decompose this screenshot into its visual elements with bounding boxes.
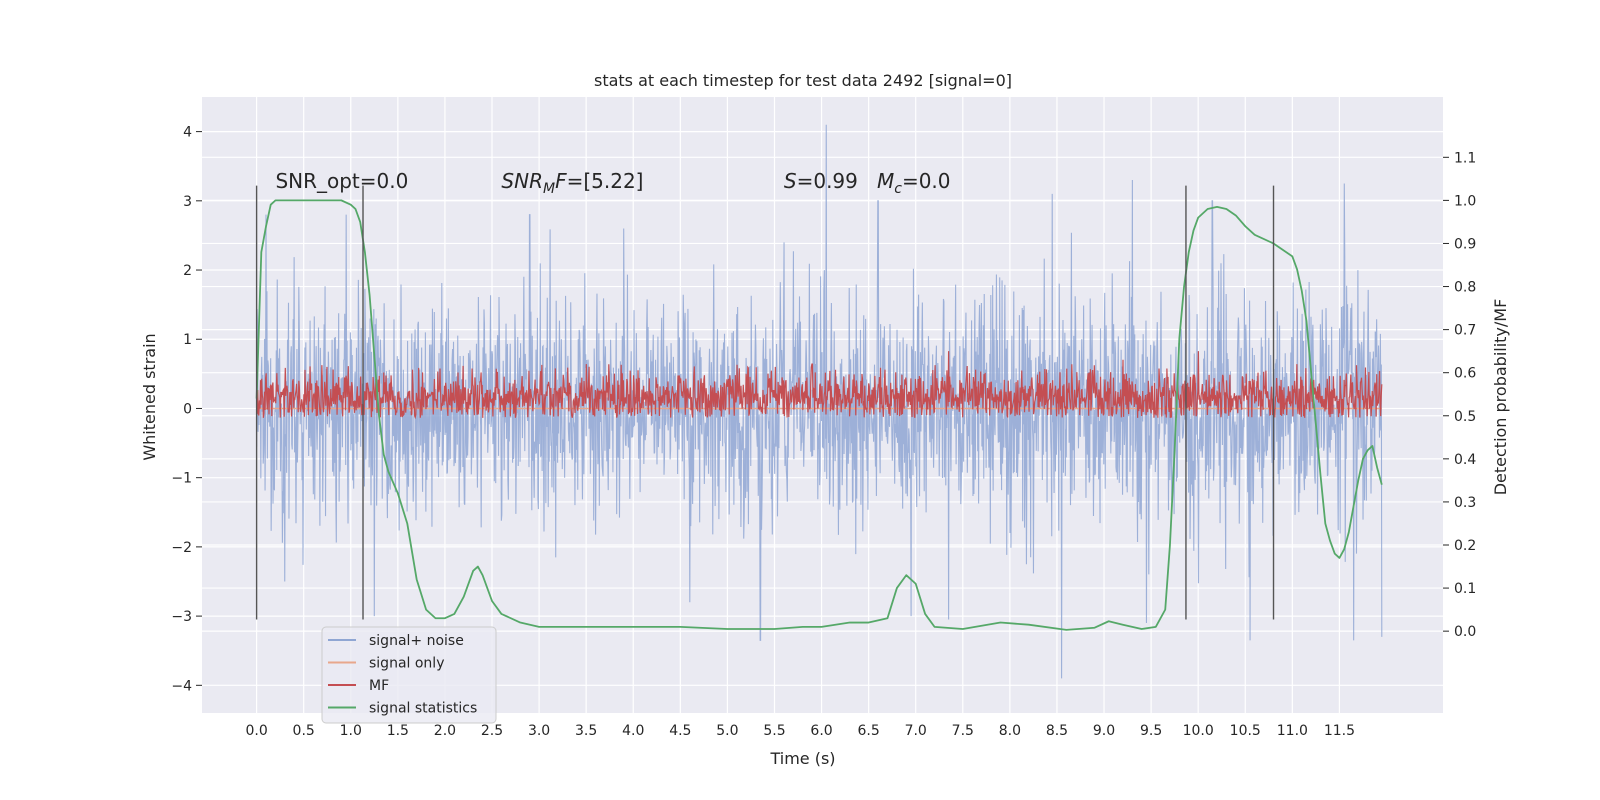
x-tick-label: 7.0 (905, 723, 927, 739)
y-tick-label: 4 (183, 125, 192, 141)
y2-tick-label: 0.6 (1454, 366, 1476, 382)
x-tick-label: 10.5 (1230, 723, 1261, 739)
x-tick-label: 9.5 (1140, 723, 1162, 739)
y2-tick-label: 0.3 (1454, 495, 1476, 511)
chart-title: stats at each timestep for test data 249… (594, 71, 1012, 90)
x-tick-label: 9.0 (1093, 723, 1115, 739)
legend: signal+ noise signal only MF signal statist… (321, 626, 497, 724)
y2-tick-label: 0.8 (1454, 280, 1476, 296)
y2-tick-label: 0.0 (1454, 624, 1476, 640)
y-tick-label: −2 (171, 540, 192, 556)
annotation-s-mc: S=0.99 Mc=0.0 (784, 169, 951, 197)
legend-label: MF (369, 678, 389, 694)
x-tick-label: 3.0 (528, 723, 550, 739)
x-tick-label: 2.5 (481, 723, 503, 739)
x-tick-label: 5.5 (763, 723, 785, 739)
y2-tick-label: 0.5 (1454, 409, 1476, 425)
y-tick-label: 0 (183, 401, 192, 417)
x-tick-label: 11.5 (1324, 723, 1355, 739)
y2-tick-label: 0.7 (1454, 323, 1476, 339)
y2-tick-label: 0.9 (1454, 236, 1476, 252)
annotation-snr-mf: SNRMF=[5.22] (501, 169, 643, 197)
x-tick-label: 8.5 (1046, 723, 1068, 739)
x-tick-label: 4.5 (669, 723, 691, 739)
y2-axis-ticks: 0.0 0.1 0.2 0.3 0.4 0.5 0.6 0.7 0.8 0.9 1.0 1.1 (1443, 150, 1476, 640)
x-tick-label: 2.0 (434, 723, 456, 739)
y2-tick-label: 0.4 (1454, 452, 1476, 468)
y2-tick-label: 0.1 (1454, 581, 1476, 597)
x-tick-label: 1.0 (340, 723, 362, 739)
y2-tick-label: 1.0 (1454, 193, 1476, 209)
y-tick-label: −4 (171, 678, 192, 694)
annotations: SNR_opt=0.0 SNRMF=[5.22] S=0.99 Mc=0.0 (275, 169, 950, 197)
y-tick-label: 1 (183, 332, 192, 348)
y-tick-label: −3 (171, 609, 192, 625)
legend-label: signal statistics (369, 701, 477, 717)
x-tick-label: 3.5 (575, 723, 597, 739)
x-tick-label: 1.5 (387, 723, 409, 739)
line-signal-statistics (255, 199, 1383, 631)
legend-label: signal+ noise (369, 633, 464, 649)
series-signal-statistics (255, 199, 1383, 631)
x-tick-label: 5.0 (716, 723, 738, 739)
y-axis-ticks: −4 −3 −2 −1 0 1 2 3 4 (171, 125, 202, 694)
x-tick-label: 0.0 (245, 723, 267, 739)
y2-axis-label: Detection probability/MF (1491, 299, 1510, 496)
legend-box (321, 626, 497, 724)
vertical-markers (255, 185, 1275, 620)
y-axis-label: Whitened strain (140, 333, 159, 460)
x-tick-label: 8.0 (999, 723, 1021, 739)
x-tick-label: 7.5 (952, 723, 974, 739)
series-mf (256, 351, 1383, 420)
y-tick-label: 3 (183, 194, 192, 210)
y2-tick-label: 1.1 (1454, 150, 1476, 166)
x-tick-label: 10.0 (1183, 723, 1214, 739)
x-tick-label: 6.0 (810, 723, 832, 739)
x-tick-label: 11.0 (1277, 723, 1308, 739)
x-axis-ticks: 0.0 0.5 1.0 1.5 2.0 2.5 3.0 3.5 4.0 4.5 5.0 5.5 6.0 6… (245, 723, 1355, 739)
annotation-snr-opt: SNR_opt=0.0 (275, 169, 408, 193)
x-tick-label: 4.0 (622, 723, 644, 739)
y2-tick-label: 0.2 (1454, 538, 1476, 554)
legend-label: signal only (369, 656, 444, 672)
x-tick-label: 6.5 (858, 723, 880, 739)
y-tick-label: 2 (183, 263, 192, 279)
y-tick-label: −1 (171, 471, 192, 487)
line-mf (256, 351, 1383, 420)
x-tick-label: 0.5 (293, 723, 315, 739)
x-axis-label: Time (s) (769, 749, 835, 768)
